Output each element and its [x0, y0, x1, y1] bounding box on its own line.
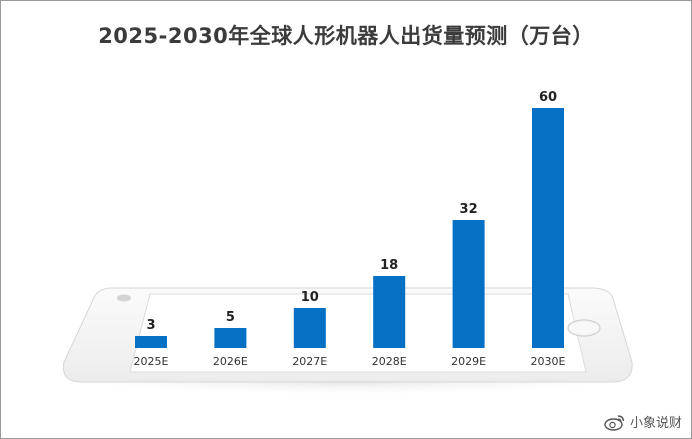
phone-screen: [129, 293, 587, 373]
value-label-2030E: 60: [539, 90, 557, 105]
bar-2030E: [532, 108, 564, 348]
x-tick-label-2028E: 2028E: [372, 355, 407, 368]
phone-home-button: [567, 319, 601, 337]
x-axis-labels-group: 2025E 2026E 2027E 2028E 2029E 2030E: [134, 355, 566, 368]
phone-speaker: [117, 294, 131, 302]
value-label-2027E: 10: [301, 290, 319, 305]
value-label-2029E: 32: [460, 202, 478, 217]
bars-group: [135, 108, 564, 348]
bar-2028E: [373, 276, 406, 348]
value-label-2026E: 5: [226, 310, 235, 325]
x-tick-label-2026E: 2026E: [213, 355, 248, 368]
watermark: 小象说财: [604, 412, 682, 431]
phone-illustration: [30, 287, 670, 397]
x-tick-label-2025E: 2025E: [134, 355, 169, 368]
watermark-text: 小象说财: [629, 416, 682, 431]
bar-2026E: [214, 328, 247, 348]
x-tick-label-2029E: 2029E: [451, 355, 486, 368]
weibo-icon: [604, 414, 625, 431]
value-labels-group: 3 5 10 18 32 60: [146, 90, 557, 333]
bar-2029E: [452, 220, 485, 348]
x-tick-label-2027E: 2027E: [292, 355, 327, 368]
bar-2027E: [293, 308, 326, 348]
value-label-2028E: 18: [380, 258, 398, 273]
value-label-2025E: 3: [146, 318, 155, 333]
x-tick-label-2030E: 2030E: [531, 355, 566, 368]
chart-title: 2025-2030年全球人形机器人出货量预测（万台）: [98, 24, 594, 48]
bar-2025E: [135, 336, 167, 348]
